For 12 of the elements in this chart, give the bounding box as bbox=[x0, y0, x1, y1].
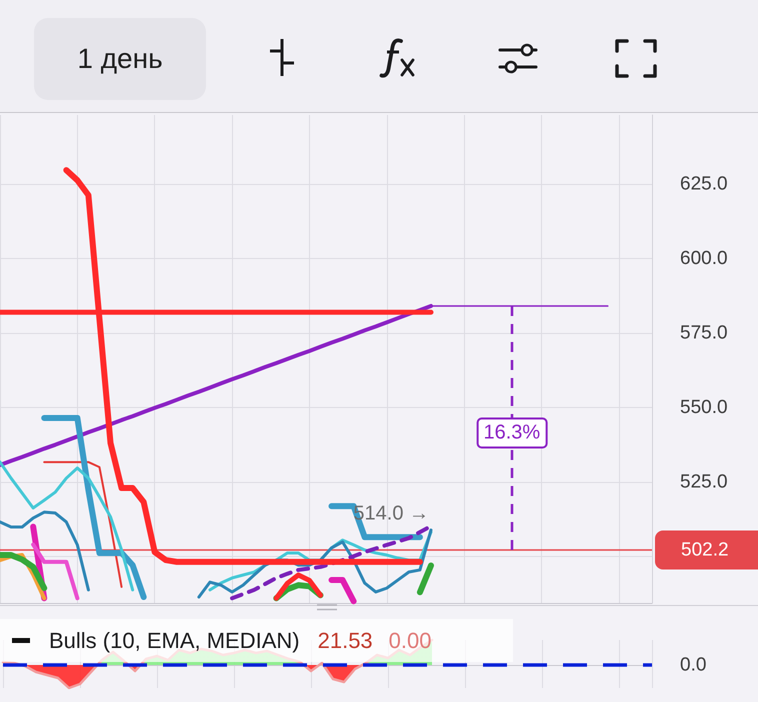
chart-title: Bulls (10, EMA, MEDIAN) bbox=[49, 628, 300, 654]
y-tick-label: 625.0 bbox=[680, 174, 728, 195]
ref-line-label: 502.2 bbox=[681, 539, 729, 560]
y-tick-label: 575.0 bbox=[680, 322, 728, 344]
text: 1 день bbox=[77, 43, 163, 75]
y-tick-label: 600.0 bbox=[680, 248, 728, 270]
annotation: 21.53 bbox=[318, 628, 373, 654]
annotation: 0.00 bbox=[388, 628, 432, 654]
y-tick-label: 550.0 bbox=[680, 397, 728, 418]
ref-line-label: 0.0 bbox=[680, 654, 706, 676]
annotation: 16.3% bbox=[476, 418, 548, 449]
y-tick-label: 525.0 bbox=[680, 472, 728, 493]
